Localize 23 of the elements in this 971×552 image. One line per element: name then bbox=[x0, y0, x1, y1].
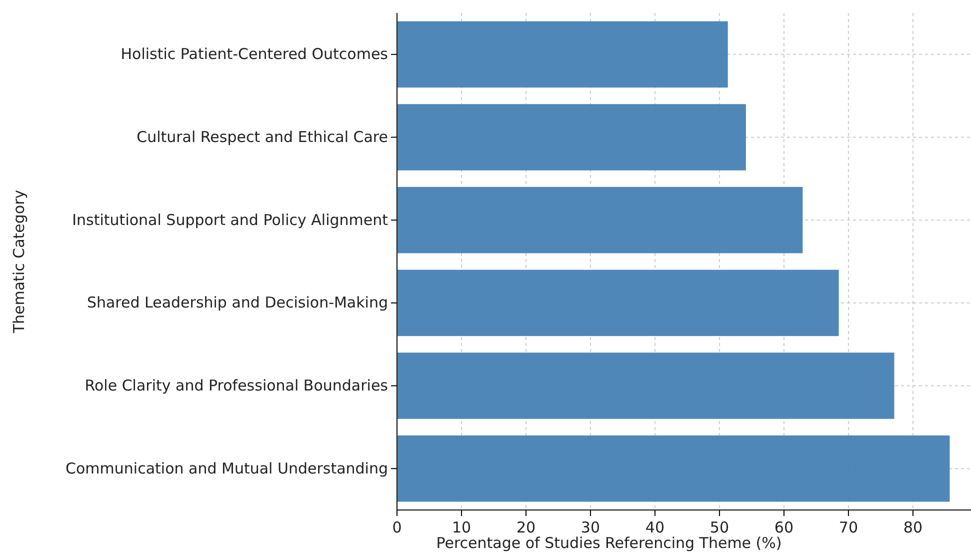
bar bbox=[397, 104, 746, 170]
bar bbox=[397, 21, 728, 88]
x-tick-label: 50 bbox=[710, 518, 730, 536]
bar bbox=[397, 270, 839, 336]
bar bbox=[397, 435, 950, 502]
x-tick-label: 10 bbox=[452, 518, 472, 536]
x-tick-label: 80 bbox=[903, 518, 922, 536]
x-tick-label: 40 bbox=[645, 518, 665, 536]
x-tick-label: 30 bbox=[580, 518, 600, 536]
y-tick-label: Cultural Respect and Ethical Care bbox=[136, 128, 388, 146]
bar bbox=[397, 352, 894, 419]
y-tick-label: Shared Leadership and Decision-Making bbox=[86, 294, 388, 312]
y-tick-label: Holistic Patient-Centered Outcomes bbox=[120, 45, 388, 64]
x-axis-title: Percentage of Studies Referencing Theme (%) bbox=[436, 534, 782, 552]
y-axis-title: Thematic Category bbox=[10, 190, 28, 334]
x-tick-label: 70 bbox=[838, 518, 858, 536]
y-tick-label: Role Clarity and Professional Boundaries bbox=[84, 376, 388, 395]
bar bbox=[397, 186, 803, 254]
x-tick-label: 20 bbox=[516, 518, 536, 536]
x-tick-label: 60 bbox=[774, 518, 794, 536]
y-tick-label: Communication and Mutual Understanding bbox=[66, 459, 388, 478]
y-tick-label: Institutional Support and Policy Alignment bbox=[72, 210, 388, 229]
x-tick-label: 0 bbox=[392, 518, 402, 536]
